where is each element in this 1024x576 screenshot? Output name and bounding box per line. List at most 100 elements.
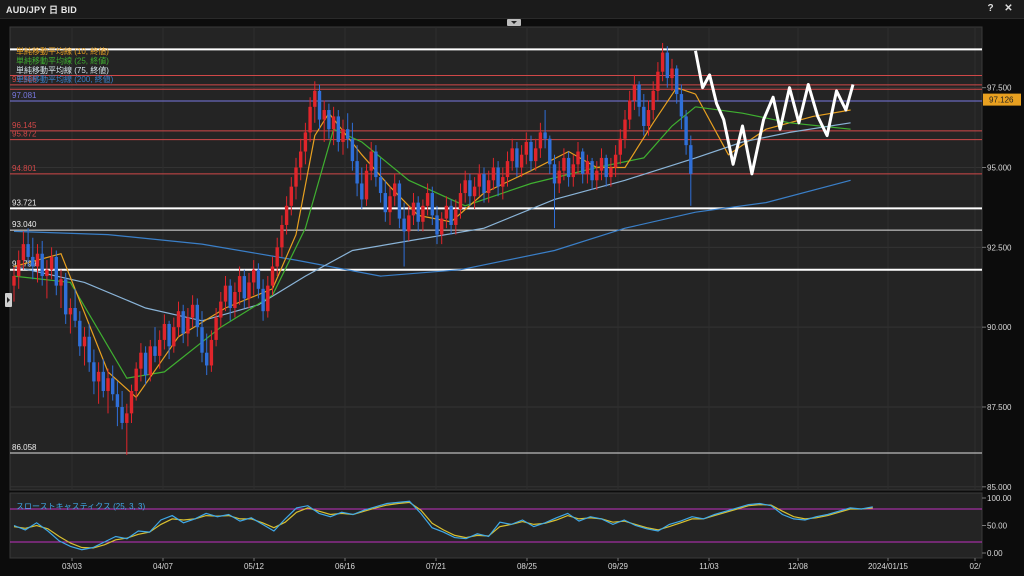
candle[interactable] (566, 151, 571, 187)
candle[interactable] (421, 199, 425, 232)
candle[interactable] (266, 276, 270, 318)
candle[interactable] (552, 154, 557, 229)
forecast-zigzag-line[interactable] (694, 50, 855, 176)
candle[interactable] (21, 231, 26, 270)
candle[interactable] (360, 167, 364, 210)
candle[interactable] (477, 164, 481, 197)
candle[interactable] (637, 81, 641, 117)
candle[interactable] (49, 247, 54, 280)
candle[interactable] (642, 94, 646, 136)
candle[interactable] (472, 177, 477, 210)
candle[interactable] (115, 381, 120, 427)
candle[interactable] (501, 167, 505, 200)
candle[interactable] (289, 177, 293, 216)
candle[interactable] (397, 180, 402, 229)
candle[interactable] (660, 42, 665, 82)
candle[interactable] (393, 173, 397, 206)
panel-collapse-toggle[interactable] (507, 19, 521, 26)
candle[interactable] (571, 154, 575, 187)
candle[interactable] (280, 215, 284, 257)
candle[interactable] (505, 151, 510, 187)
candle[interactable] (487, 170, 491, 203)
candle[interactable] (623, 110, 627, 149)
candle[interactable] (73, 288, 77, 328)
candle[interactable] (491, 157, 496, 190)
candle[interactable] (665, 46, 669, 88)
candle[interactable] (12, 266, 16, 302)
candle[interactable] (440, 212, 444, 245)
candle[interactable] (228, 279, 232, 321)
candle[interactable] (26, 228, 30, 267)
candle[interactable] (346, 113, 350, 149)
candle[interactable] (529, 135, 533, 171)
candle[interactable] (237, 266, 242, 305)
candle[interactable] (468, 173, 472, 206)
candle[interactable] (195, 298, 199, 337)
candle[interactable] (233, 282, 237, 318)
candle[interactable] (275, 237, 279, 277)
candle[interactable] (158, 330, 162, 369)
candle[interactable] (101, 359, 105, 398)
candle[interactable] (562, 148, 566, 181)
candle[interactable] (186, 307, 190, 347)
candle[interactable] (482, 167, 486, 203)
candle[interactable] (548, 135, 552, 174)
candle[interactable] (134, 362, 138, 401)
candle[interactable] (609, 157, 613, 187)
candle[interactable] (656, 62, 660, 101)
stochastic-plot-area[interactable] (9, 492, 983, 559)
candle[interactable] (143, 346, 148, 385)
candle[interactable] (209, 330, 214, 372)
candle[interactable] (618, 129, 622, 165)
candle[interactable] (628, 90, 632, 130)
candle[interactable] (341, 119, 345, 155)
candle[interactable] (35, 244, 40, 283)
candle[interactable] (190, 295, 195, 328)
candle[interactable] (162, 314, 167, 350)
candle[interactable] (684, 110, 688, 155)
candle[interactable] (111, 365, 115, 401)
candle[interactable] (303, 122, 308, 165)
candle[interactable] (148, 339, 152, 382)
candle[interactable] (59, 269, 63, 308)
candle[interactable] (510, 138, 514, 171)
candle[interactable] (444, 196, 449, 229)
candle[interactable] (153, 327, 157, 363)
candle[interactable] (261, 279, 265, 321)
candle[interactable] (167, 320, 171, 360)
candle[interactable] (411, 193, 416, 225)
candle[interactable] (519, 145, 524, 178)
candle[interactable] (336, 110, 340, 152)
candle[interactable] (675, 65, 679, 104)
candle[interactable] (388, 186, 392, 225)
candle[interactable] (585, 154, 590, 184)
candle[interactable] (327, 103, 331, 139)
help-button[interactable]: ? (987, 3, 994, 14)
candle[interactable] (458, 183, 463, 219)
candle[interactable] (425, 183, 430, 216)
candle[interactable] (599, 148, 604, 181)
candle[interactable] (172, 317, 176, 353)
candle[interactable] (284, 196, 289, 235)
candle[interactable] (689, 135, 693, 206)
close-button[interactable]: ✕ (1004, 3, 1013, 14)
candle[interactable] (430, 186, 434, 225)
candle[interactable] (78, 311, 82, 356)
candle[interactable] (17, 250, 21, 289)
candle[interactable] (96, 362, 101, 404)
candle[interactable] (407, 205, 411, 241)
candle[interactable] (651, 81, 655, 120)
candle[interactable] (181, 304, 185, 344)
candle[interactable] (449, 199, 453, 235)
candle[interactable] (317, 84, 322, 130)
candle[interactable] (374, 145, 378, 187)
candle[interactable] (129, 384, 134, 423)
candle[interactable] (364, 164, 369, 206)
candle[interactable] (247, 272, 251, 308)
candle[interactable] (383, 180, 387, 222)
candle[interactable] (322, 100, 326, 142)
candle[interactable] (68, 298, 73, 334)
candle[interactable] (670, 58, 674, 91)
left-panel-handle[interactable] (5, 293, 12, 307)
